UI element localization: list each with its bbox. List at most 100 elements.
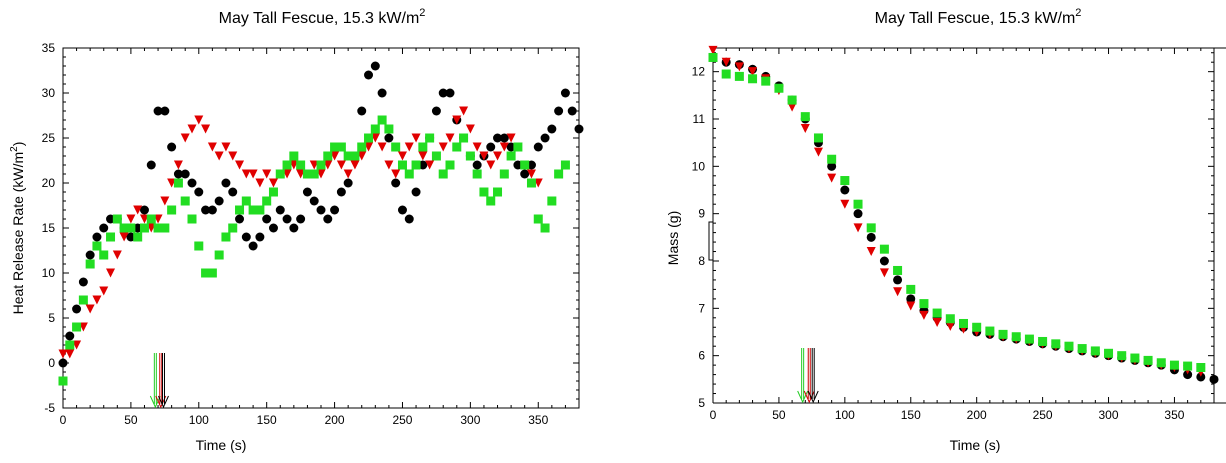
data-point-green bbox=[893, 265, 903, 275]
data-point-green bbox=[774, 83, 784, 93]
data-point-red bbox=[194, 115, 204, 125]
data-point-red bbox=[336, 160, 346, 170]
data-point-black bbox=[289, 223, 299, 233]
data-point-black bbox=[194, 187, 204, 197]
data-point-green bbox=[65, 340, 75, 350]
data-point-black bbox=[221, 178, 231, 188]
data-point-green bbox=[201, 268, 211, 278]
data-point-red bbox=[58, 349, 68, 359]
data-point-red bbox=[187, 124, 197, 134]
data-point-green bbox=[499, 169, 509, 179]
data-point-black bbox=[540, 133, 550, 143]
mass-data-points bbox=[708, 45, 1219, 384]
data-point-black bbox=[499, 133, 509, 143]
x-tick-label: 300 bbox=[460, 413, 480, 427]
data-point-red bbox=[72, 340, 82, 350]
data-point-green bbox=[445, 160, 455, 170]
data-point-green bbox=[275, 169, 285, 179]
data-point-red bbox=[214, 151, 224, 161]
hrr-tick-labels: 0 50 100 150 200 250 300 350 -5 0 5 10 15 20 25 30 35 bbox=[42, 41, 549, 427]
data-point-green bbox=[425, 133, 435, 143]
data-point-green bbox=[761, 76, 771, 86]
data-point-green bbox=[1064, 341, 1074, 351]
data-point-green bbox=[1024, 334, 1034, 344]
data-point-red bbox=[153, 214, 163, 224]
data-point-red bbox=[268, 178, 278, 188]
data-point-green bbox=[721, 69, 731, 79]
x-tick-label: 100 bbox=[835, 408, 855, 422]
y-tick-label: 0 bbox=[48, 356, 55, 370]
data-point-black bbox=[840, 185, 850, 195]
data-point-green bbox=[207, 268, 217, 278]
data-point-red bbox=[411, 133, 421, 143]
y-tick-label: 10 bbox=[42, 266, 56, 280]
data-point-red bbox=[459, 106, 469, 116]
arrow-black bbox=[807, 348, 819, 404]
data-point-green bbox=[167, 205, 177, 215]
data-point-red bbox=[866, 247, 876, 257]
data-point-green bbox=[866, 223, 876, 233]
data-point-green bbox=[879, 244, 889, 254]
data-point-green bbox=[1196, 363, 1206, 372]
data-point-red bbox=[106, 268, 116, 278]
data-point-red bbox=[119, 232, 129, 242]
data-point-green bbox=[1038, 336, 1048, 346]
data-point-red bbox=[85, 304, 95, 314]
data-point-green bbox=[486, 196, 496, 206]
mass-axis-bracket-mark bbox=[708, 221, 713, 261]
data-point-red bbox=[499, 142, 509, 152]
y-tick-label: 20 bbox=[42, 176, 56, 190]
data-point-red bbox=[228, 151, 238, 161]
data-point-black bbox=[78, 277, 88, 287]
data-point-black bbox=[139, 205, 149, 215]
data-point-red bbox=[465, 124, 475, 134]
data-point-green bbox=[370, 124, 380, 134]
data-point-green bbox=[418, 142, 428, 152]
data-point-black bbox=[364, 70, 374, 80]
data-point-black bbox=[391, 178, 401, 188]
data-point-red bbox=[282, 169, 292, 179]
data-point-red bbox=[813, 147, 823, 157]
data-point-black bbox=[282, 214, 292, 224]
data-point-red bbox=[787, 102, 797, 112]
data-point-black bbox=[431, 106, 441, 116]
data-point-red bbox=[479, 151, 489, 161]
data-point-black bbox=[486, 142, 496, 152]
data-point-red bbox=[506, 133, 516, 143]
data-point-red bbox=[99, 286, 109, 296]
data-point-green bbox=[221, 232, 231, 242]
data-point-green bbox=[282, 160, 292, 170]
data-point-red bbox=[526, 169, 536, 179]
data-point-red bbox=[133, 205, 143, 215]
data-point-green bbox=[945, 314, 955, 324]
data-point-black bbox=[827, 161, 837, 171]
data-point-black bbox=[520, 169, 530, 179]
data-point-red bbox=[932, 318, 942, 328]
data-point-red bbox=[708, 45, 718, 55]
data-point-red bbox=[309, 160, 319, 170]
data-point-red bbox=[397, 151, 407, 161]
x-tick-label: 350 bbox=[528, 413, 548, 427]
y-tick-label: 15 bbox=[42, 221, 56, 235]
data-point-green bbox=[323, 151, 333, 161]
x-tick-label: 150 bbox=[257, 413, 277, 427]
data-point-black bbox=[397, 205, 407, 215]
data-point-black bbox=[879, 256, 889, 266]
data-point-green bbox=[787, 95, 797, 105]
data-point-green bbox=[357, 142, 367, 152]
data-point-green bbox=[146, 214, 156, 224]
mass-tick-labels: 0 50 100 150 200 250 300 350 5 6 7 8 9 10 11 12 bbox=[692, 65, 1185, 422]
data-point-black bbox=[547, 124, 557, 134]
y-tick-label: 12 bbox=[692, 65, 706, 79]
data-point-green bbox=[316, 160, 326, 170]
data-point-green bbox=[336, 142, 346, 152]
data-point-black bbox=[1209, 374, 1219, 384]
mass-ignition-arrows bbox=[797, 348, 819, 404]
data-point-red bbox=[533, 178, 543, 188]
data-point-black bbox=[853, 209, 863, 219]
x-tick-label: 250 bbox=[1033, 408, 1053, 422]
data-point-black bbox=[472, 160, 482, 170]
data-point-red bbox=[404, 142, 414, 152]
data-point-black bbox=[275, 205, 285, 215]
